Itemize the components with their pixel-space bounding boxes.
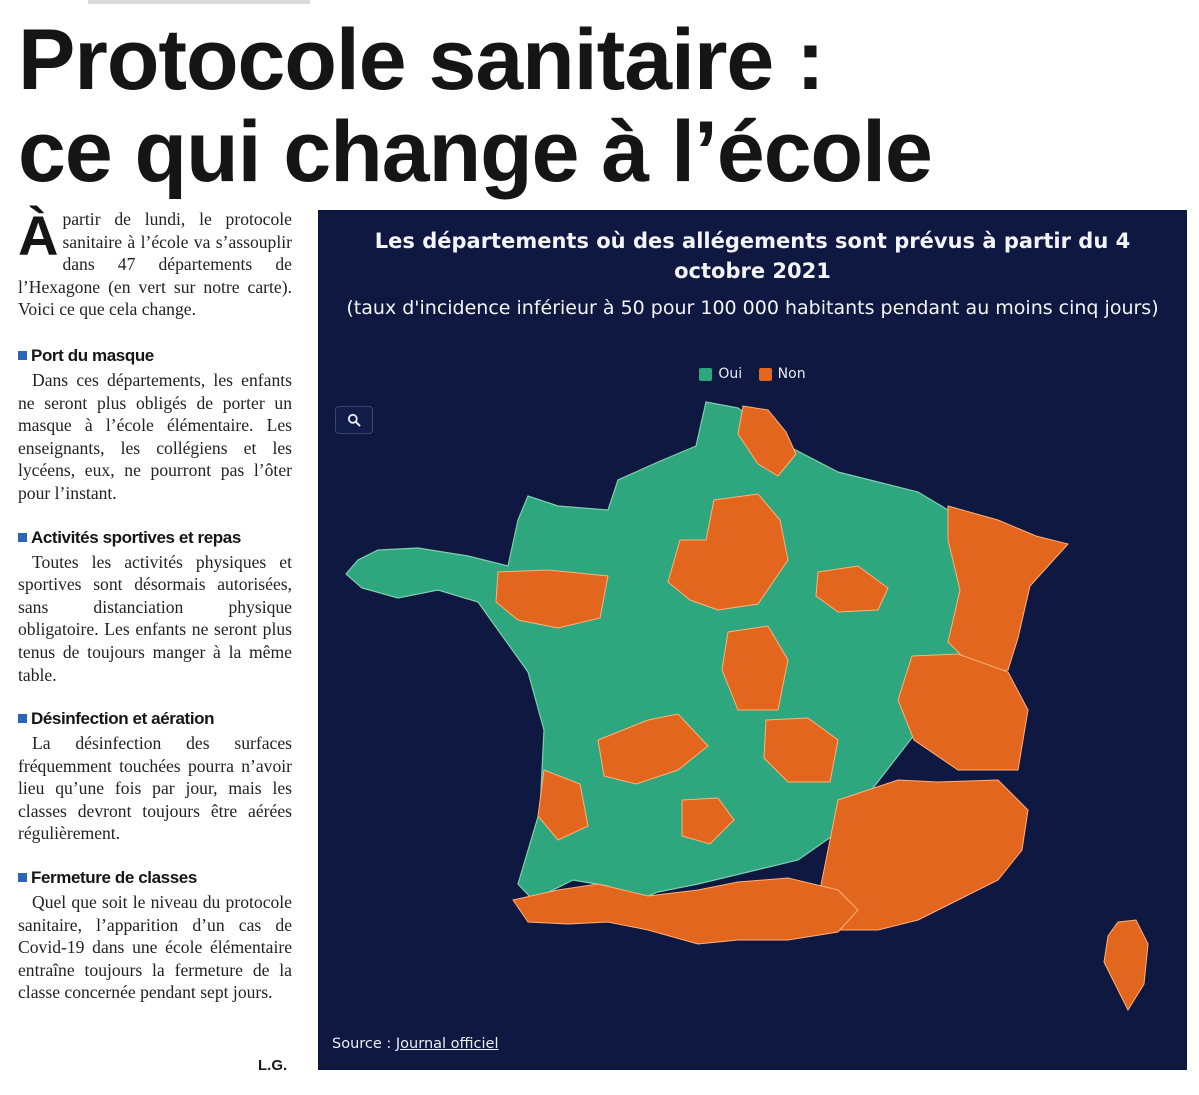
section-port-du-masque: Port du masque Dans ces départements, le… [18, 345, 292, 505]
author-signature: L.G. [258, 1057, 288, 1074]
section-fermeture-classes: Fermeture de classes Quel que soit le ni… [18, 867, 292, 1004]
zoom-button[interactable] [335, 406, 373, 434]
territory-non [495, 569, 609, 629]
source-link[interactable]: Journal officiel [395, 1036, 499, 1052]
territory-non [512, 877, 859, 945]
source-prefix: Source : [332, 1036, 396, 1052]
france-departments-map [345, 401, 1149, 1012]
lead-text: partir de lundi, le protocole sanitaire … [18, 209, 292, 320]
territory-non [947, 505, 1069, 673]
territory-non [537, 769, 589, 841]
bullet-square-icon [18, 873, 27, 883]
map-title: Les départements où des allégements sont… [374, 229, 1131, 283]
section-body: Quel que soit le niveau du protocole san… [18, 892, 292, 1003]
map-legend: Oui Non [318, 366, 1187, 385]
territory-non [815, 565, 889, 613]
section-title: Désinfection et aération [31, 709, 215, 729]
legend-label: Non [777, 366, 806, 382]
territory-non [737, 405, 797, 477]
section-desinfection: Désinfection et aération La désinfection… [18, 708, 292, 845]
bullet-square-icon [18, 350, 27, 360]
legend-swatch-oui [699, 367, 713, 381]
map-panel: Les départements où des allégements sont… [318, 210, 1187, 1070]
section-title: Port du masque [31, 345, 154, 365]
section-activites-sportives: Activités sportives et repas Toutes les … [18, 527, 292, 687]
territory-non [763, 717, 839, 783]
section-body: La désinfection des surfaces fréquemment… [18, 733, 292, 844]
map-source: Source : Journal officiel [332, 1036, 499, 1052]
territory-non [681, 797, 735, 845]
bullet-square-icon [18, 532, 27, 542]
territory-non [897, 653, 1029, 771]
header-rule [88, 0, 310, 4]
territory-non [597, 713, 709, 785]
headline-line-1: Protocole sanitaire : [18, 12, 825, 108]
search-icon [347, 413, 361, 427]
territory-non [667, 493, 789, 611]
section-title: Fermeture de classes [31, 868, 197, 888]
section-title: Activités sportives et repas [31, 527, 241, 547]
headline: Protocole sanitaire : ce qui change à l’… [18, 14, 1178, 198]
territory-non [721, 625, 789, 711]
legend-item-non[interactable]: Non [758, 366, 806, 382]
territory-non [1103, 919, 1149, 1012]
legend-swatch-non [758, 367, 772, 381]
bullet-square-icon [18, 714, 27, 724]
section-body: Toutes les activités physiques et sporti… [18, 551, 292, 685]
map-non-regions [495, 405, 1149, 1012]
legend-item-oui[interactable]: Oui [699, 366, 742, 382]
headline-line-2: ce qui change à l’école [18, 104, 933, 200]
drop-cap: À [18, 204, 59, 267]
section-body: Dans ces départements, les enfants ne se… [18, 369, 292, 503]
map-subtitle: (taux d'incidence inférieur à 50 pour 10… [346, 297, 1159, 319]
legend-label: Oui [718, 366, 743, 382]
